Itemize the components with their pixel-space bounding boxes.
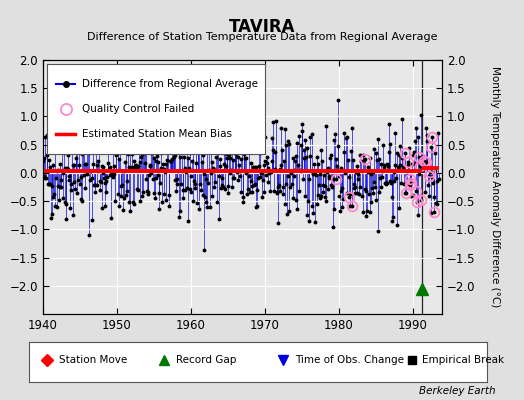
Text: Station Move: Station Move (59, 355, 127, 365)
Point (72, 132, 79, 136)
Text: Empirical Break: Empirical Break (422, 355, 504, 365)
Point (53, 82, 59, 86)
Text: Difference of Station Temperature Data from Regional Average: Difference of Station Temperature Data f… (87, 32, 437, 42)
Text: Record Gap: Record Gap (176, 355, 236, 365)
Point (53, 132, 59, 136)
Text: Estimated Station Mean Bias: Estimated Station Mean Bias (82, 129, 232, 139)
Text: TAVIRA: TAVIRA (229, 18, 295, 36)
Text: Time of Obs. Change: Time of Obs. Change (294, 355, 404, 365)
Y-axis label: Monthly Temperature Anomaly Difference (°C): Monthly Temperature Anomaly Difference (… (489, 66, 499, 308)
Point (72, 82, 79, 86)
Text: Difference from Regional Average: Difference from Regional Average (82, 79, 258, 89)
Text: Quality Control Failed: Quality Control Failed (82, 104, 194, 114)
Text: Berkeley Earth: Berkeley Earth (419, 386, 495, 396)
